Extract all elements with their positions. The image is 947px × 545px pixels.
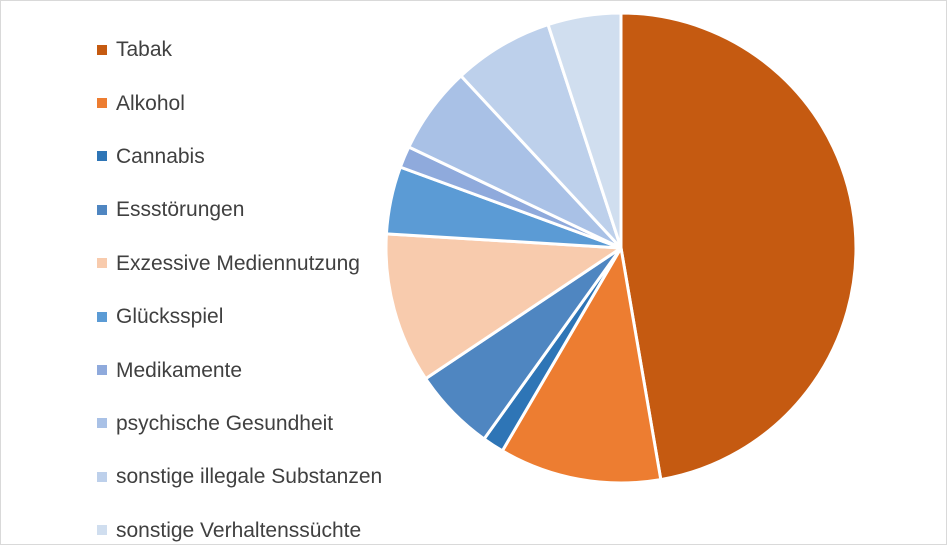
chart-legend: Tabak Alkohol Cannabis Essstörungen Exzessiv… <box>97 23 382 544</box>
legend-swatch <box>97 471 107 482</box>
legend-swatch <box>97 98 107 109</box>
legend-entry-sonstige-illegale-substanzen: sonstige illegale Substanzen <box>97 450 382 503</box>
legend-label: Exzessive Mediennutzung <box>116 251 360 275</box>
legend-entry-tabak: Tabak <box>97 23 382 76</box>
legend-swatch <box>97 418 107 429</box>
pie-slice-sonstige-verhaltenssuechte <box>546 11 623 250</box>
legend-label: Essstörungen <box>116 198 245 222</box>
legend-label: sonstige illegale Substanzen <box>116 465 383 489</box>
legend-label: Tabak <box>116 38 173 62</box>
legend-swatch <box>97 204 107 215</box>
legend-swatch <box>97 311 107 322</box>
legend-entry-psychische-gesundheit: psychische Gesundheit <box>97 397 382 450</box>
legend-entry-essstoerungen: Essstörungen <box>97 183 382 236</box>
legend-swatch <box>97 365 107 376</box>
legend-label: Medikamente <box>116 358 243 382</box>
legend-entry-gluecksspiel: Glücksspiel <box>97 290 382 343</box>
pie-slice-exzessive-mediennutzung <box>384 232 623 381</box>
legend-entry-exzessive-mediennutzung: Exzessive Mediennutzung <box>97 237 382 290</box>
legend-label: Alkohol <box>116 91 185 115</box>
pie-slice-alkohol <box>500 246 663 485</box>
legend-swatch <box>97 525 107 536</box>
legend-swatch <box>97 151 107 162</box>
legend-entry-medikamente: Medikamente <box>97 343 382 396</box>
legend-label: sonstige Verhaltenssüchte <box>116 518 362 542</box>
legend-label: psychische Gesundheit <box>116 411 334 435</box>
legend-label: Glücksspiel <box>116 305 224 329</box>
legend-entry-sonstige-verhaltenssuechte: sonstige Verhaltenssüchte <box>97 504 382 544</box>
pie-slice-tabak <box>619 11 858 482</box>
legend-swatch <box>97 258 107 269</box>
legend-swatch <box>97 44 107 55</box>
legend-entry-cannabis: Cannabis <box>97 130 382 183</box>
legend-label: Cannabis <box>116 144 205 168</box>
legend-entry-alkohol: Alkohol <box>97 76 382 129</box>
